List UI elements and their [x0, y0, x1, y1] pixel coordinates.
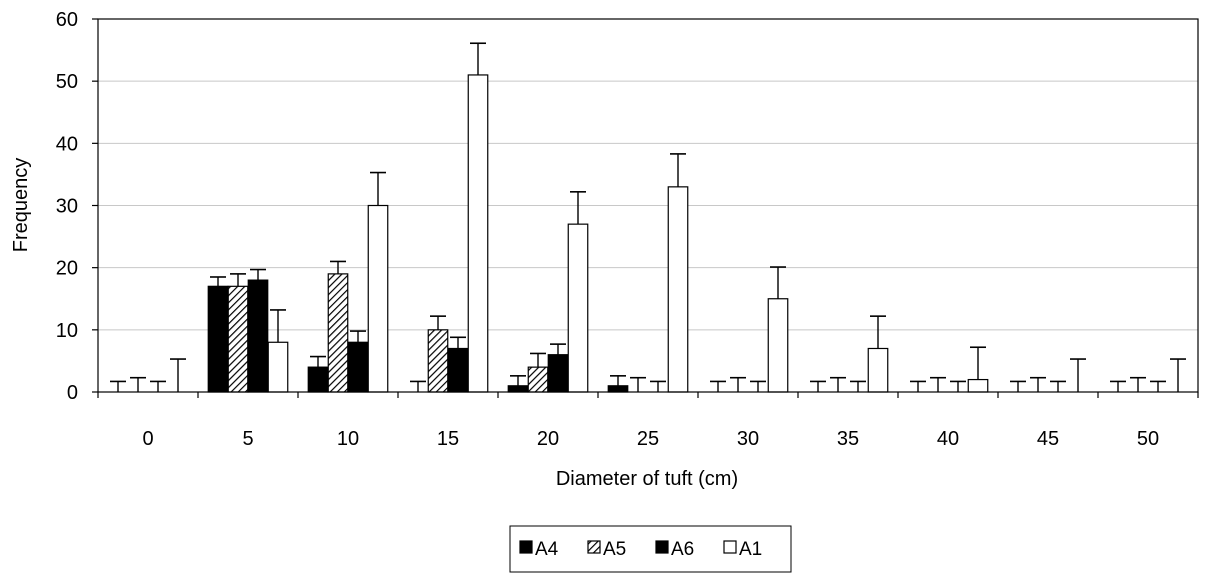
x-tick-label: 20	[537, 428, 559, 450]
bar-a1-30	[767, 298, 789, 393]
y-tick-label: 40	[56, 133, 78, 155]
bar-a6-10	[347, 341, 369, 393]
x-axis-title: Diameter of tuft (cm)	[556, 468, 738, 490]
x-tick-label: 50	[1137, 428, 1159, 450]
bar-a1-25	[667, 186, 689, 393]
bar-a1-10	[367, 204, 389, 393]
bar-a4-25	[607, 385, 629, 393]
x-tick-label: 10	[337, 428, 359, 450]
x-tick-label: 30	[737, 428, 759, 450]
bar-a5-15	[427, 329, 449, 393]
legend-label-a6: A6	[671, 539, 694, 560]
bar-a4-5	[207, 285, 229, 393]
bar-a4-10	[307, 366, 329, 393]
legend-box	[509, 525, 792, 573]
x-tick-labels: 0 5 10 15 20 25 30 35 40 45 50	[142, 428, 1159, 450]
x-tick-label: 0	[142, 428, 153, 450]
bar-a6-20	[547, 354, 569, 393]
bar-a6-15	[447, 347, 469, 393]
bar-a1-20	[567, 223, 589, 393]
bar-a5-5	[227, 285, 249, 393]
bars	[207, 74, 989, 393]
y-tick-label: 60	[56, 9, 78, 31]
legend-swatch-a5	[587, 540, 601, 554]
bar-a5-20	[527, 366, 549, 393]
y-tick-labels: 0 10 20 30 40 50 60	[56, 9, 78, 404]
legend-label-a1: A1	[739, 539, 762, 560]
y-axis-title: Frequency	[10, 158, 32, 253]
legend-swatch-a1	[723, 540, 737, 554]
bar-a1-15	[467, 74, 489, 393]
bar-a1-40	[967, 378, 989, 393]
bar-a1-35	[867, 347, 889, 393]
x-tick-label: 35	[837, 428, 859, 450]
x-tick-label: 5	[242, 428, 253, 450]
y-tick-label: 0	[67, 382, 78, 404]
x-tick-label: 45	[1037, 428, 1059, 450]
legend: A4 A5 A6 A1	[509, 525, 792, 573]
bar-a4-20	[507, 385, 529, 393]
axes	[92, 18, 1199, 398]
y-tick-label: 30	[56, 196, 78, 218]
bar-a6-5	[247, 279, 269, 393]
y-tick-label: 50	[56, 71, 78, 93]
y-tick-label: 20	[56, 258, 78, 280]
legend-label-a4: A4	[535, 539, 559, 560]
bar-a1-5	[267, 341, 289, 393]
legend-swatch-a6	[655, 540, 669, 554]
x-tick-label: 25	[637, 428, 659, 450]
y-tick-label: 10	[56, 320, 78, 342]
legend-label-a5: A5	[603, 539, 626, 560]
bar-a5-10	[327, 273, 349, 393]
x-tick-label: 15	[437, 428, 459, 450]
legend-swatch-a4	[519, 540, 533, 554]
x-tick-label: 40	[937, 428, 959, 450]
error-bars	[110, 42, 1186, 392]
